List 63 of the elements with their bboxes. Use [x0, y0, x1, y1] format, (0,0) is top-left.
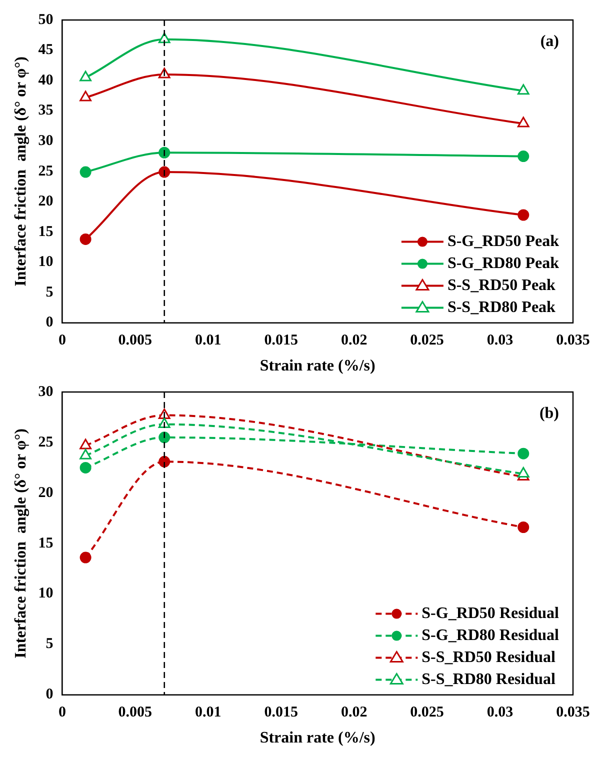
point [517, 467, 530, 478]
x-tick-label: 0 [58, 704, 66, 721]
point [80, 438, 92, 450]
point [80, 233, 92, 245]
x-tick-label: 0.005 [118, 704, 152, 721]
point [80, 166, 92, 178]
x-tick-label: 0.015 [264, 704, 298, 721]
x-tick-label: 0.035 [556, 704, 590, 721]
point [80, 448, 92, 460]
y-tick-label: 10 [38, 586, 54, 602]
x-tick-label: 0.005 [118, 332, 152, 349]
x-axis-title: Strain rate (%/s) [260, 730, 376, 747]
annotation: (b) [539, 405, 559, 422]
x-axis-title: Strain rate (%/s) [260, 358, 376, 375]
y-tick-label: 15 [38, 535, 54, 552]
y-tick-label: 30 [38, 384, 54, 400]
annotation: (a) [540, 33, 559, 50]
x-tick-label: 0 [58, 332, 66, 349]
y-tick-label: 0 [46, 686, 54, 703]
y-tick-label: 15 [38, 224, 54, 240]
y-tick-label: 20 [38, 194, 54, 210]
y-axis-title: Interface friction angle (δ° or φ°) [12, 56, 30, 286]
point [518, 209, 530, 221]
legend-label: S-G_RD50 Residual [422, 604, 560, 622]
y-tick-label: 5 [46, 636, 54, 652]
y-tick-label: 35 [38, 102, 54, 119]
legend-label: S-G_RD50 Peak [447, 232, 560, 250]
y-tick-label: 40 [38, 72, 54, 88]
legend-label: S-S_RD50 Residual [422, 648, 556, 666]
point [518, 150, 530, 162]
x-tick-label: 0.015 [264, 332, 298, 349]
x-tick-label: 0.01 [195, 332, 222, 349]
x-tick-label: 0.025 [410, 704, 444, 721]
y-tick-label: 45 [38, 42, 54, 58]
x-tick-label: 0.01 [195, 704, 222, 721]
point [518, 448, 530, 460]
x-tick-label: 0.02 [340, 704, 368, 721]
x-tick-label: 0.03 [486, 332, 514, 349]
point [80, 462, 92, 474]
point [80, 70, 92, 82]
legend-label: S-G_RD80 Residual [422, 626, 560, 644]
y-tick-label: 0 [46, 314, 54, 331]
legend-label: S-S_RD80 Residual [422, 670, 556, 688]
point [517, 116, 530, 128]
y-tick-label: 20 [38, 484, 54, 501]
x-tick-label: 0.025 [410, 332, 444, 349]
y-tick-label: 25 [38, 434, 54, 450]
legend-label: S-G_RD80 Peak [447, 254, 560, 272]
y-tick-label: 25 [38, 163, 54, 180]
y-tick-label: 30 [38, 132, 54, 149]
x-tick-label: 0.02 [340, 332, 368, 349]
point [517, 84, 530, 95]
legend-label: S-S_RD50 Peak [447, 276, 556, 294]
y-tick-label: 5 [46, 284, 54, 300]
x-tick-label: 0.035 [556, 332, 590, 349]
y-tick-label: 50 [38, 12, 54, 28]
point [80, 90, 92, 102]
point [80, 552, 92, 564]
y-axis-title: Interface friction angle (δ° or φ°) [12, 428, 30, 658]
point [518, 522, 530, 533]
x-tick-label: 0.03 [486, 704, 514, 721]
legend-label: S-S_RD80 Peak [447, 298, 556, 316]
y-tick-label: 10 [38, 254, 54, 270]
